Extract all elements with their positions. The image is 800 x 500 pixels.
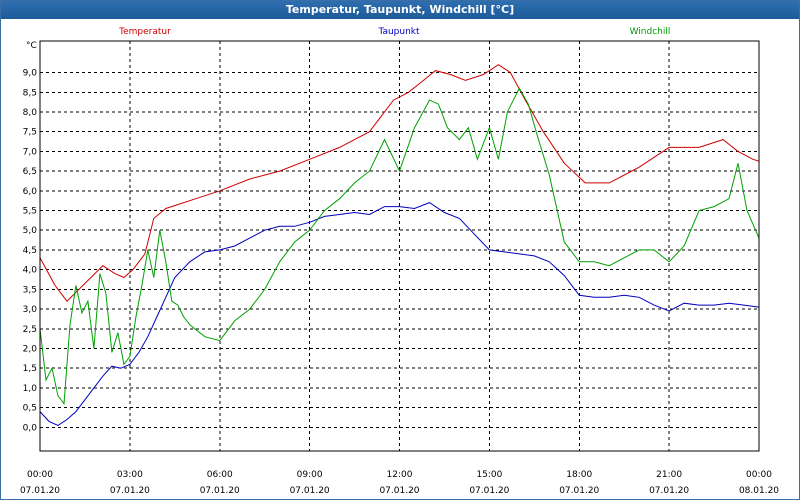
series-lines — [39, 64, 760, 426]
legend-entry-windchill: Windchill — [630, 27, 671, 37]
x-tick-label-time: 03:00 — [117, 470, 143, 480]
series-line-taupunkt — [39, 202, 760, 426]
y-tick-label: 5,0 — [23, 226, 38, 236]
y-tick-label: 0,5 — [23, 404, 37, 414]
line-chart: °C 0,0 0,5 1,0 1,5 2,0 2,5 3,0 3,5 4,0 4,5 5,0 5,5 6,… — [20, 27, 779, 496]
x-tick-label-date: 07.01.20 — [469, 486, 509, 496]
y-tick-label: 3,5 — [23, 285, 37, 295]
series-line-temperatur — [39, 64, 760, 302]
y-tick-label: 3,0 — [23, 305, 38, 315]
window-title: Temperatur, Taupunkt, Windchill [°C] — [1, 1, 799, 19]
y-tick-label: 1,5 — [23, 364, 37, 374]
y-tick-label: 4,0 — [23, 266, 38, 276]
y-tick-label: 4,5 — [23, 246, 37, 256]
y-tick-label: 7,0 — [23, 147, 38, 157]
x-tick-label-date: 08.01.20 — [739, 486, 779, 496]
x-tick-label-date: 07.01.20 — [559, 486, 599, 496]
x-tick-label-date: 07.01.20 — [649, 486, 689, 496]
y-tick-label: 0,0 — [23, 423, 38, 433]
x-tick-label-time: 00:00 — [27, 470, 53, 480]
y-tick-label: 6,0 — [23, 187, 38, 197]
x-tick-label-time: 00:00 — [746, 470, 772, 480]
x-tick-label-date: 07.01.20 — [290, 486, 330, 496]
y-tick-label: 5,5 — [23, 207, 37, 217]
y-axis-unit-label: °C — [26, 41, 37, 51]
axes — [39, 40, 760, 452]
x-tick-label-time: 12:00 — [387, 470, 413, 480]
x-tick-label-date: 07.01.20 — [20, 486, 60, 496]
x-tick-label-time: 06:00 — [207, 470, 233, 480]
y-tick-label: 8,5 — [23, 88, 37, 98]
x-tick-label-date: 07.01.20 — [379, 486, 419, 496]
grid-lines — [40, 41, 759, 451]
y-tick-label: 6,5 — [23, 167, 37, 177]
y-tick-label: 1,0 — [23, 384, 38, 394]
series-line-windchill — [39, 87, 760, 406]
plot-border — [39, 40, 760, 452]
y-tick-label: 2,0 — [23, 345, 38, 355]
x-tick-label-time: 09:00 — [297, 470, 323, 480]
x-tick-label-time: 18:00 — [566, 470, 592, 480]
legend-entry-taupunkt: Taupunkt — [377, 27, 420, 37]
x-tick-label-date: 07.01.20 — [200, 486, 240, 496]
x-tick-label-time: 15:00 — [476, 470, 502, 480]
legend-entry-temperatur: Temperatur — [118, 27, 171, 37]
y-tick-label: 7,5 — [23, 128, 37, 138]
y-tick-label: 8,0 — [23, 108, 38, 118]
labels: °C 0,0 0,5 1,0 1,5 2,0 2,5 3,0 3,5 4,0 4,5 5,0 5,5 6,… — [20, 27, 779, 496]
x-tick-label-time: 21:00 — [656, 470, 682, 480]
x-tick-label-date: 07.01.20 — [110, 486, 150, 496]
y-tick-label: 2,5 — [23, 325, 37, 335]
y-tick-label: 9,0 — [23, 69, 38, 79]
